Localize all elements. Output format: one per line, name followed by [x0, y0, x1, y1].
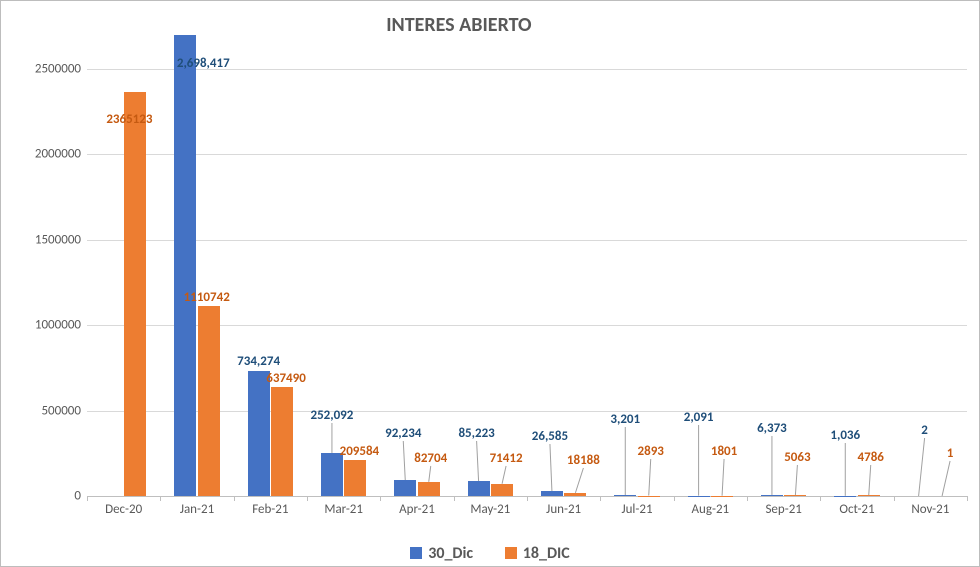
x-tick-mark: [674, 496, 675, 501]
data-label-series-0: 2,698,417: [177, 56, 230, 71]
data-label-series-1: 637490: [266, 371, 306, 386]
x-tick-mark: [87, 496, 88, 501]
grid-line: [87, 154, 967, 155]
legend-item-series-0: 30_Dic: [410, 544, 473, 563]
legend-label-0: 30_Dic: [428, 544, 473, 563]
bar-series-0: [541, 491, 563, 496]
bar-series-0: [468, 481, 490, 496]
x-tick-mark: [454, 496, 455, 501]
bar-series-1: [784, 495, 806, 496]
x-tick-label: Nov-21: [911, 502, 949, 517]
bar-series-1: [271, 387, 293, 496]
x-tick-label: Aug-21: [692, 502, 730, 517]
x-tick-mark: [380, 496, 381, 501]
data-label-series-1: 18188: [567, 453, 600, 468]
bar-series-1: [858, 495, 880, 496]
x-tick-mark: [600, 496, 601, 501]
data-label-series-0: 26,585: [532, 429, 568, 444]
chart-container: INTERES ABIERTO 050000010000001500000200…: [0, 0, 980, 567]
bar-series-1: [564, 493, 586, 496]
y-tick-label: 2500000: [35, 61, 81, 76]
bar-series-1: [124, 92, 146, 496]
data-label-series-0: 2,091: [684, 410, 714, 425]
y-tick-label: 0: [74, 489, 81, 504]
plot-area: 05000001000000150000020000002500000Dec-2…: [87, 26, 967, 496]
data-label-series-1: 1: [947, 446, 954, 461]
bar-series-1: [418, 482, 440, 496]
x-tick-mark: [307, 496, 308, 501]
x-tick-label: May-21: [470, 502, 510, 517]
grid-line: [87, 240, 967, 241]
data-label-series-0: 734,274: [237, 354, 280, 369]
data-label-series-1: 2365123: [106, 112, 152, 127]
x-tick-label: Mar-21: [324, 502, 363, 517]
x-tick-mark: [894, 496, 895, 501]
bar-series-1: [344, 460, 366, 496]
bar-series-0: [321, 453, 343, 496]
x-tick-label: Feb-21: [252, 502, 288, 517]
x-tick-label: Apr-21: [399, 502, 435, 517]
x-tick-label: Dec-20: [105, 502, 142, 517]
data-label-series-0: 85,223: [458, 426, 494, 441]
legend-label-1: 18_DIC: [523, 544, 570, 563]
data-label-series-0: 3,201: [610, 412, 640, 427]
x-tick-mark: [967, 496, 968, 501]
y-tick-label: 1000000: [35, 318, 81, 333]
x-tick-label: Oct-21: [839, 502, 874, 517]
y-tick-label: 1500000: [35, 232, 81, 247]
x-tick-label: Jun-21: [546, 502, 581, 517]
data-label-series-1: 5063: [784, 450, 810, 465]
x-tick-mark: [160, 496, 161, 501]
data-label-series-1: 1801: [711, 444, 737, 459]
data-label-series-0: 6,373: [757, 421, 787, 436]
bar-series-0: [761, 495, 783, 496]
data-label-series-0: 252,092: [310, 408, 353, 423]
legend: 30_Dic 18_DIC: [1, 544, 979, 565]
bar-series-1: [491, 484, 513, 496]
bar-series-0: [394, 480, 416, 496]
x-tick-mark: [234, 496, 235, 501]
bar-series-0: [174, 35, 196, 496]
data-label-series-1: 4786: [858, 450, 884, 465]
legend-swatch-1: [505, 547, 517, 559]
bar-series-1: [198, 306, 220, 496]
bar-series-0: [248, 371, 270, 496]
data-label-series-0: 92,234: [385, 426, 421, 441]
data-label-series-1: 82704: [414, 451, 447, 466]
data-label-series-1: 2893: [638, 444, 664, 459]
legend-item-series-1: 18_DIC: [505, 544, 570, 563]
data-label-series-1: 71412: [490, 451, 523, 466]
x-tick-mark: [527, 496, 528, 501]
y-tick-label: 500000: [41, 403, 81, 418]
data-label-series-1: 209584: [340, 444, 380, 459]
x-tick-label: Jul-21: [621, 502, 652, 517]
x-tick-label: Jan-21: [180, 502, 214, 517]
legend-swatch-0: [410, 547, 422, 559]
data-label-series-0: 2: [921, 423, 928, 438]
data-label-series-1: 1110742: [184, 290, 230, 305]
x-tick-mark: [820, 496, 821, 501]
data-label-series-0: 1,036: [830, 428, 860, 443]
bar-series-0: [614, 495, 636, 496]
y-tick-label: 2000000: [35, 147, 81, 162]
x-tick-label: Sep-21: [765, 502, 801, 517]
x-tick-mark: [747, 496, 748, 501]
